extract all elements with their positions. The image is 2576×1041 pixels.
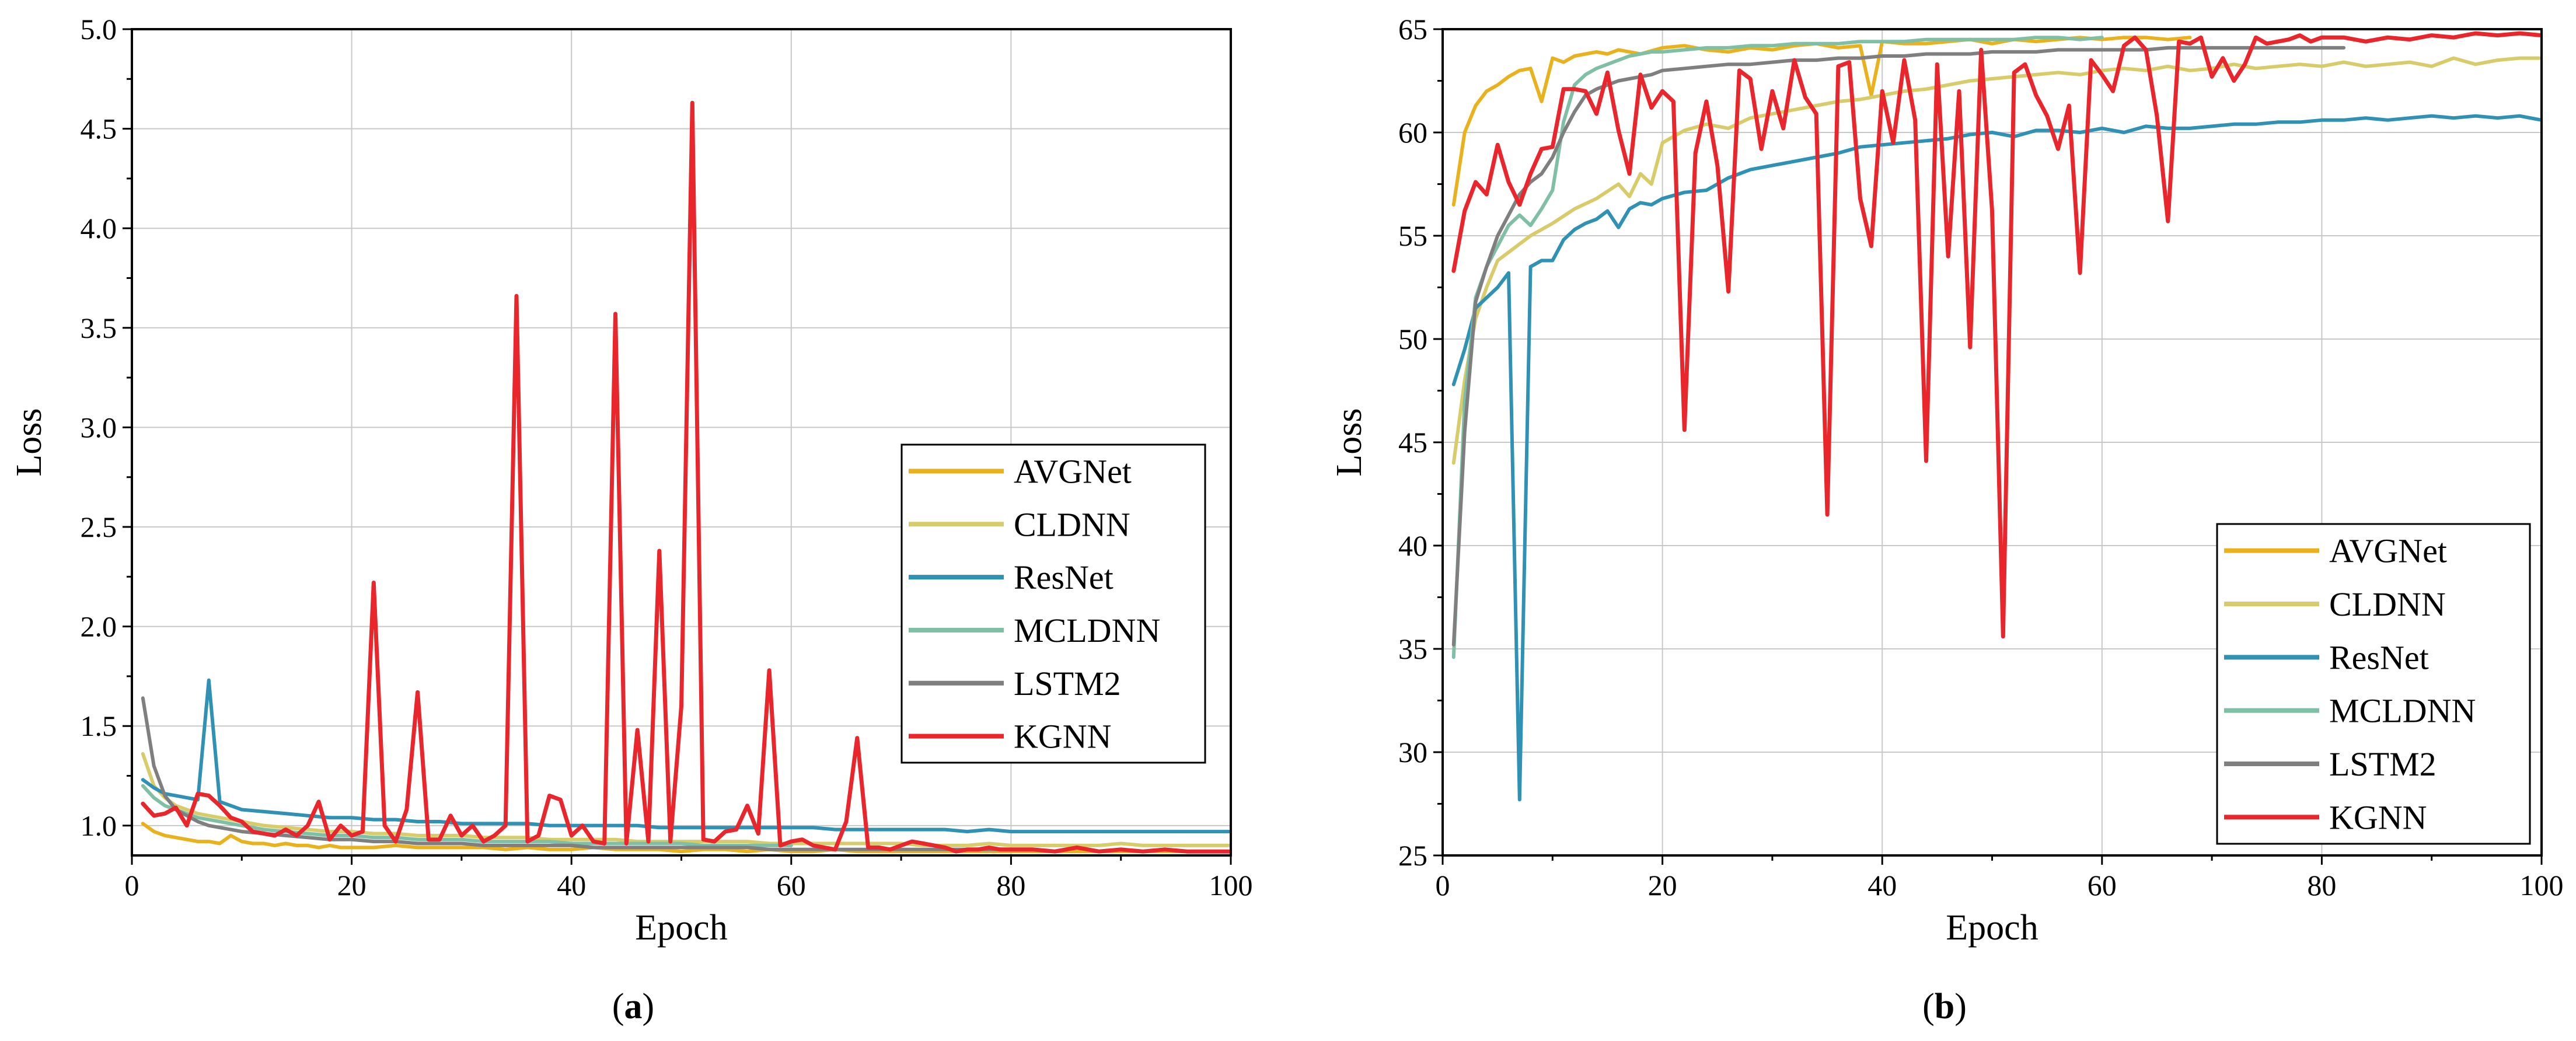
legend: AVGNet CLDNN ResNet MCLDNN LSTM2 KGNN	[900, 443, 1206, 764]
panel-caption: (a)	[612, 987, 654, 1026]
x-tick-label: 0	[1436, 869, 1450, 902]
y-tick-label: 4.5	[81, 113, 117, 145]
series-group	[1451, 31, 2542, 802]
x-tick-label: 40	[557, 869, 586, 902]
legend-box	[900, 443, 1206, 764]
y-tick-label: 50	[1398, 323, 1427, 355]
y-tick-label: 2.5	[81, 511, 117, 543]
y-tick-label: 25	[1398, 839, 1427, 872]
panel-caption-letter: b	[1935, 987, 1954, 1026]
y-tick-label: 55	[1398, 219, 1427, 252]
y-tick-label: 40	[1398, 529, 1427, 562]
y-tick-label: 65	[1398, 13, 1427, 46]
panel-caption-close: )	[1954, 987, 1967, 1026]
x-tick-label: 80	[2307, 869, 2336, 902]
legend-label-cldnn: CLDNN	[2329, 585, 2446, 623]
y-axis-title: Loss	[9, 408, 49, 476]
x-tick-label: 60	[2088, 869, 2117, 902]
x-tick-label: 60	[777, 869, 806, 902]
x-tick-label: 100	[2520, 869, 2564, 902]
legend-label-mcldnn: MCLDNN	[2329, 692, 2476, 730]
y-tick-label: 45	[1398, 426, 1427, 459]
panel-caption-open: (	[612, 987, 624, 1026]
panel-caption-close: )	[643, 987, 655, 1026]
legend-label-avgnet: AVGNet	[1014, 452, 1132, 490]
y-tick-label: 60	[1398, 116, 1427, 149]
legend-label-lstm2: LSTM2	[2329, 745, 2437, 783]
x-tick-label: 20	[1648, 869, 1677, 902]
y-axis-title: Loss	[1329, 408, 1369, 476]
legend-label-mcldnn: MCLDNN	[1014, 612, 1160, 649]
series-line-kgnn	[1451, 31, 2542, 639]
series-line-avgnet	[1451, 36, 2192, 207]
panel-caption: (b)	[1922, 987, 1967, 1026]
panel-a-line-chart: 0 20 40 60 80 100 1.0 1.5 2.0 2.5 3.0 3.5 4.0 4.5 5.0 E…	[9, 13, 1253, 1026]
x-tick-label: 40	[1868, 869, 1897, 902]
y-tick-label: 1.0	[81, 809, 117, 842]
legend-label-kgnn: KGNN	[1014, 718, 1112, 756]
x-axis-title: Epoch	[635, 908, 727, 948]
legend-label-resnet: ResNet	[1014, 558, 1114, 596]
x-tick-label: 100	[1209, 869, 1253, 902]
legend-label-lstm2: LSTM2	[1014, 665, 1121, 703]
x-axis-title: Epoch	[1946, 908, 2038, 948]
series-line-cldnn	[1451, 56, 2542, 465]
x-tick-label: 80	[996, 869, 1025, 902]
y-tick-label: 30	[1398, 736, 1427, 768]
legend: AVGNet CLDNN ResNet MCLDNN LSTM2 KGNN	[2216, 523, 2531, 845]
legend-label-avgnet: AVGNet	[2329, 532, 2447, 570]
x-tick-label: 0	[125, 869, 139, 902]
y-tick-label: 1.5	[81, 710, 117, 742]
series-group	[141, 100, 1231, 854]
series-line-mcldnn	[1451, 36, 2104, 659]
panel-caption-letter: a	[624, 987, 643, 1026]
legend-box	[2216, 523, 2531, 845]
legend-label-resnet: ResNet	[2329, 638, 2429, 676]
x-tick-label: 20	[337, 869, 366, 902]
series-line-mcldnn	[141, 784, 793, 847]
legend-label-cldnn: CLDNN	[1014, 505, 1130, 543]
y-tick-label: 3.5	[81, 312, 117, 344]
y-tick-label: 35	[1398, 633, 1427, 665]
y-tick-label: 3.0	[81, 411, 117, 443]
panel-caption-open: (	[1922, 987, 1935, 1026]
y-tick-label: 4.0	[81, 212, 117, 244]
y-tick-label: 5.0	[81, 13, 117, 46]
series-line-kgnn	[141, 100, 1231, 854]
series-line-resnet	[141, 678, 1231, 834]
legend-label-kgnn: KGNN	[2329, 798, 2427, 836]
panel-b-line-chart: 0 20 40 60 80 100 25 30 35 40 45 50 55 60 65 Epoch Loss A…	[1329, 13, 2564, 1026]
y-tick-label: 2.0	[81, 610, 117, 643]
